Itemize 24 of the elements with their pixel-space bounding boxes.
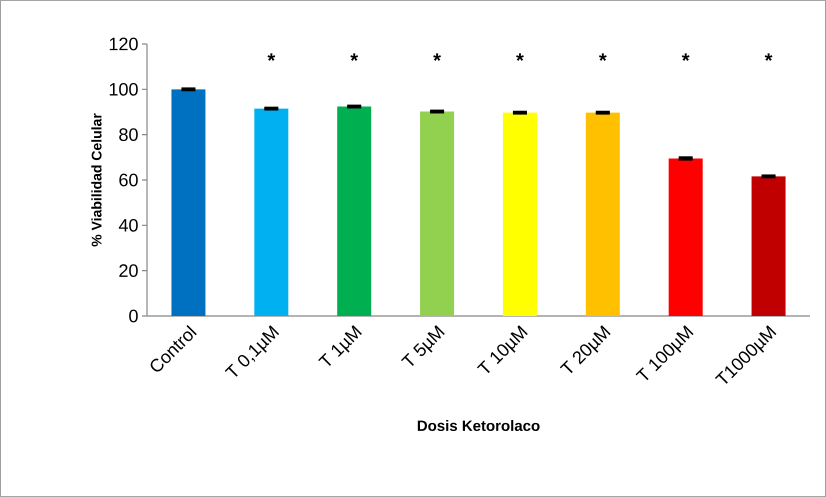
- bar: [752, 176, 786, 316]
- bar: [668, 158, 703, 316]
- y-tick-label: 120: [110, 38, 138, 50]
- annotation: *: [267, 53, 276, 61]
- annotation: *: [516, 53, 524, 61]
- y-tick-label: 60: [119, 174, 138, 186]
- bar: [254, 108, 288, 316]
- annotation: *: [350, 53, 358, 61]
- annotation: *: [682, 53, 690, 61]
- annotation: *: [764, 53, 772, 61]
- x-axis-title: Dosis Ketorolaco: [418, 420, 540, 432]
- y-tick-label: 80: [119, 128, 138, 142]
- bar: [337, 106, 372, 316]
- y-tick-label: 20: [119, 264, 138, 278]
- annotation: *: [433, 53, 441, 61]
- bar: [420, 112, 454, 316]
- y-tick-label: 0: [129, 310, 138, 322]
- bar: [586, 112, 620, 316]
- bar: [171, 89, 206, 316]
- annotation: *: [598, 53, 607, 61]
- y-tick-label: 100: [110, 82, 138, 96]
- y-axis-title: % Viabilidad Celular: [91, 113, 102, 246]
- y-tick-label: 40: [118, 218, 138, 232]
- bar: [502, 112, 537, 316]
